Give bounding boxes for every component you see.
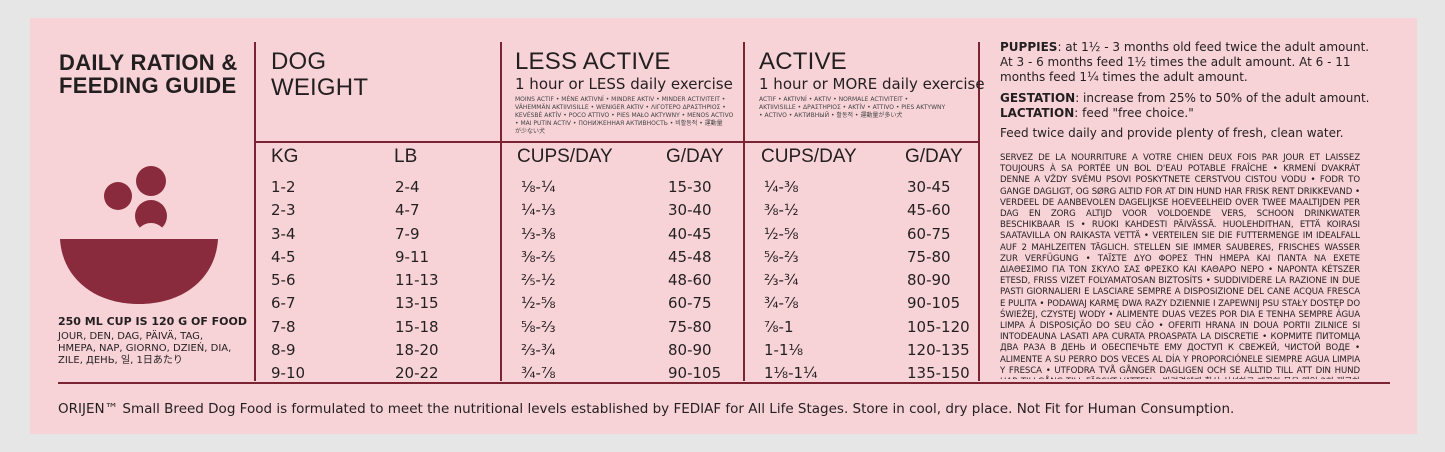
multilingual-instructions: SERVEZ DE LA NOURRITURE À VOTRE CHIEN DE… [1000,153,1360,379]
table-cell: 4-7 [395,201,420,220]
table-cell: 30-45 [907,178,951,196]
table-cell: ½-⅝ [521,294,556,313]
table-cell: 48-60 [668,271,712,290]
table-cell: 9-10 [271,364,306,383]
table-cell: 2-3 [271,201,296,220]
table-cell: 8-9 [271,341,296,360]
footer-rule [58,382,1390,384]
divider-active [743,42,745,381]
table-cell: ¾-⅞ [521,364,556,383]
less-active-title: LESS ACTIVE [515,48,671,75]
table-cell: 20-22 [395,364,439,383]
less-active-translations: MOINS ACTIF • MÉNE AKTIVNÍ • MINDRE AKTI… [515,96,734,135]
table-cell: 90-105 [668,364,722,383]
table-cell: 90-105 [907,294,961,313]
table-cell: ⅝-⅔ [764,247,799,266]
table-cell: 15-18 [395,317,439,336]
less-active-subtitle: 1 hour or LESS daily exercise [515,75,733,93]
kg-header: KG [271,146,299,167]
food-bowl-icon [60,166,218,304]
feeding-guide-panel: DAILY RATION & FEEDING GUIDE 250 ML CUP … [30,18,1417,434]
table-cell: 135-150 [907,364,970,383]
active-cups-column: ¼-⅜ ⅜-½ ½-⅝ ⅝-⅔ ⅔-¾ ¾-⅞ ⅞-1 1-1⅛ 1⅛-1¼ [764,176,818,386]
table-cell: 7-8 [271,317,296,336]
gestation-note: GESTATION: increase from 25% to 50% of t… [1000,91,1370,105]
kg-column: 1-2 2-3 3-4 4-5 5-6 6-7 7-8 8-9 9-10 [271,176,305,386]
table-cell: ⅞-1 [764,317,794,336]
table-cell: ⅜-½ [764,201,799,220]
active-subtitle: 1 hour or MORE daily exercise [759,75,985,93]
table-cell: ⅝-⅔ [521,317,556,336]
less-cups-header: CUPS/DAY [517,146,613,167]
table-cell: 30-40 [668,201,712,220]
table-cell: 6-7 [271,294,296,313]
table-cell: 80-90 [668,341,712,360]
table-cell: 11-13 [395,271,439,290]
divider-weight [254,42,256,381]
less-grams-column: 15-30 30-40 40-45 45-48 48-60 60-75 75-8… [668,176,721,386]
table-cell: 7-9 [395,224,420,243]
table-cell: 13-15 [395,294,439,313]
table-cell: 120-135 [907,341,970,360]
table-cell: 45-48 [668,247,712,266]
lactation-note: LACTATION: feed "free choice." [1000,106,1194,120]
divider-less-active [500,42,502,381]
feed-twice-note: Feed twice daily and provide plenty of f… [1000,126,1344,140]
active-title: ACTIVE [759,48,847,75]
table-cell: 45-60 [907,201,951,220]
table-cell: ¼-⅜ [764,178,799,196]
table-cell: 3-4 [271,224,296,243]
cup-translations: JOUR, DEN, DAG, PÄIVÄ, TAG, HMEPA, NAP, … [58,331,232,366]
table-cell: 105-120 [907,317,970,336]
active-translations: ACTIF • AKTIVNÍ • AKTIV • NORMALE ACTIVI… [759,96,946,119]
table-cell: 80-90 [907,271,951,290]
table-cell: ⅖-½ [521,271,556,290]
table-cell: 60-75 [907,224,951,243]
guide-title: DAILY RATION & FEEDING GUIDE [59,51,238,97]
cup-note: 250 ML CUP IS 120 G OF FOOD [58,315,248,328]
lb-column: 2-4 4-7 7-9 9-11 11-13 13-15 15-18 18-20… [395,176,439,386]
active-grams-header: G/DAY [905,146,963,167]
footer-statement: ORIJEN™ Small Breed Dog Food is formulat… [58,401,1235,417]
table-cell: 9-11 [395,247,430,266]
active-cups-header: CUPS/DAY [761,146,857,167]
table-cell: 40-45 [668,224,712,243]
table-cell: ¼-⅓ [521,201,556,220]
guide-title-line1: DAILY RATION & [59,50,238,75]
header-rule [254,141,980,143]
table-cell: ⅔-¾ [764,271,799,290]
divider-notes [978,42,980,381]
less-grams-header: G/DAY [666,146,724,167]
table-cell: ¾-⅞ [764,294,799,313]
table-cell: 1-2 [271,178,296,196]
table-cell: 75-80 [668,317,712,336]
guide-title-line2: FEEDING GUIDE [59,73,237,98]
table-cell: 1-1⅛ [764,341,804,360]
puppies-note: PUPPIES: at 1½ - 3 months old feed twice… [1000,40,1370,84]
table-cell: ⅔-¾ [521,341,556,360]
table-cell: ⅓-⅜ [521,224,556,243]
table-cell: 60-75 [668,294,712,313]
less-cups-column: ⅛-¼ ¼-⅓ ⅓-⅜ ⅜-⅖ ⅖-½ ½-⅝ ⅝-⅔ ⅔-¾ ¾-⅞ [521,176,556,386]
table-cell: 4-5 [271,247,296,266]
table-cell: 2-4 [395,178,420,196]
lb-header: LB [394,146,418,167]
table-cell: ½-⅝ [764,224,799,243]
active-grams-column: 30-45 45-60 60-75 75-80 80-90 90-105 105… [907,176,970,386]
table-cell: ⅜-⅖ [521,247,556,266]
table-cell: ⅛-¼ [521,178,556,196]
table-cell: 75-80 [907,247,951,266]
table-cell: 15-30 [668,178,712,196]
table-cell: 1⅛-1¼ [764,364,818,383]
weight-column-title: DOG WEIGHT [271,48,369,101]
table-cell: 18-20 [395,341,439,360]
table-cell: 5-6 [271,271,296,290]
